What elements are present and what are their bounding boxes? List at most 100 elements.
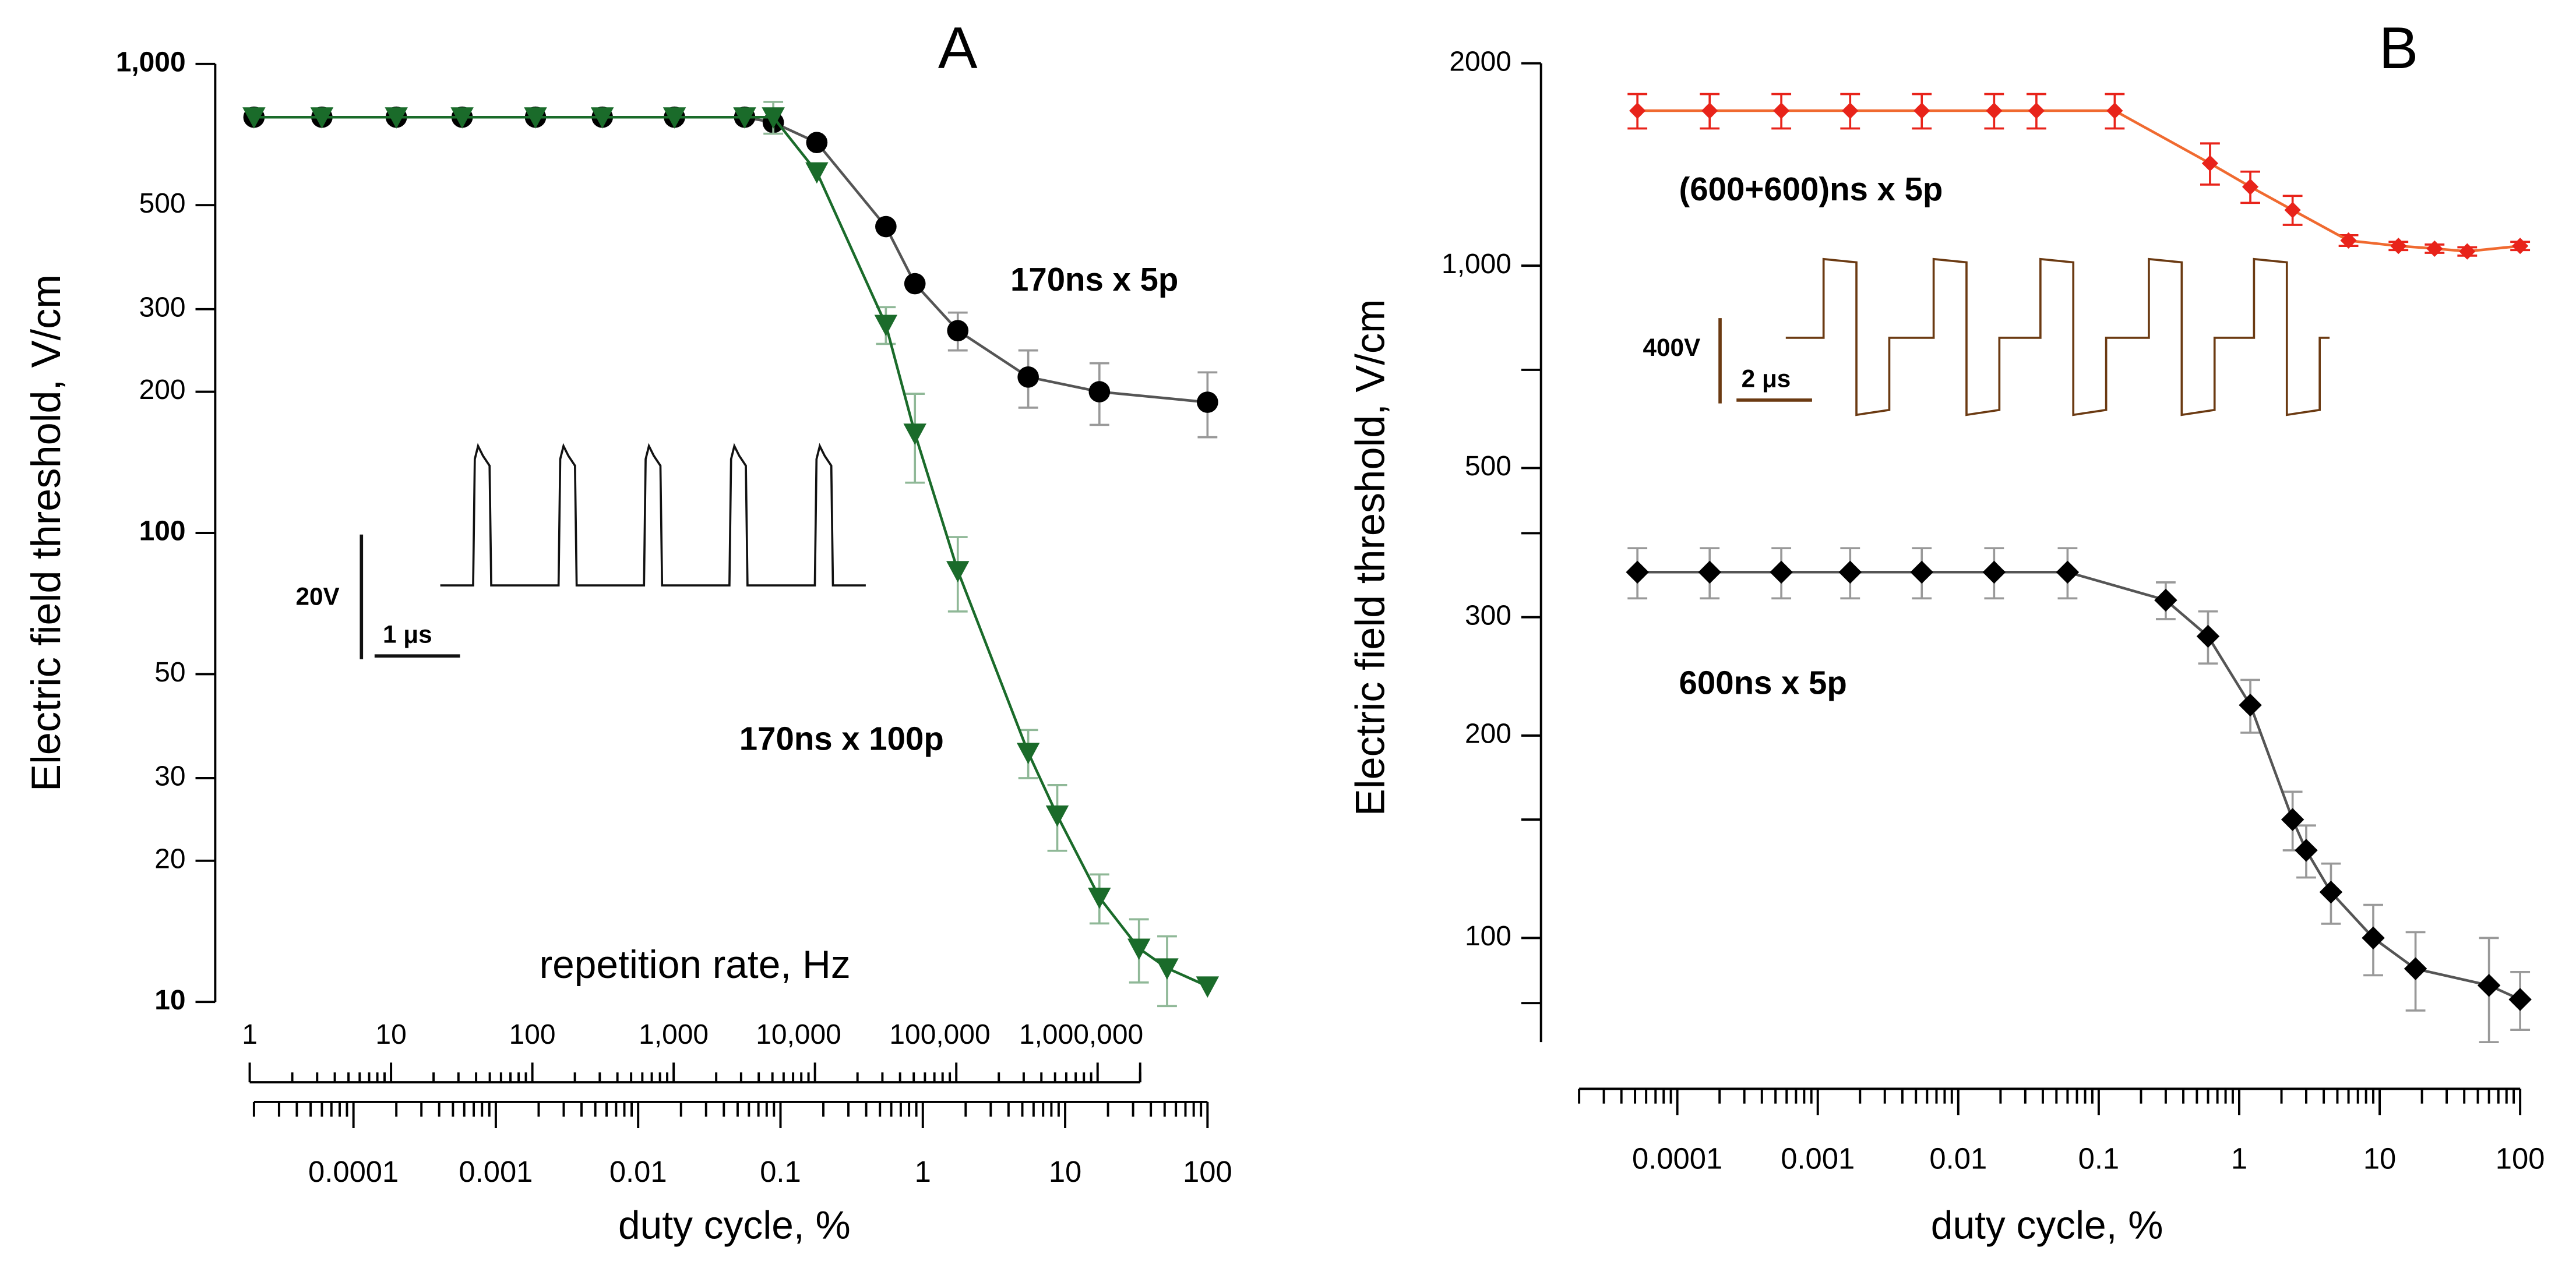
point	[2056, 560, 2080, 584]
scale-label: 1 μs	[383, 621, 432, 648]
y-tick-label: 10	[154, 985, 185, 1016]
x2-axis-title: repetition rate, Hz	[540, 943, 851, 987]
point	[524, 107, 547, 129]
point	[762, 107, 785, 129]
y-tick-label: 30	[154, 761, 185, 792]
y-tick-label: 100	[139, 516, 186, 547]
y-tick-label: 2000	[1449, 46, 1511, 77]
point	[1773, 103, 1790, 119]
point	[1626, 560, 1649, 584]
x-axis-title: duty cycle, %	[1931, 1204, 2163, 1248]
x-tick-label: 1	[2231, 1142, 2247, 1175]
point	[1016, 743, 1040, 764]
x2-tick-label: 1	[242, 1019, 258, 1050]
x-tick-label: 0.01	[609, 1155, 667, 1188]
point	[947, 320, 969, 341]
panel-title: B	[2379, 15, 2419, 81]
point	[2196, 624, 2220, 648]
point	[1838, 560, 1862, 584]
x-axis-title: duty cycle, %	[618, 1204, 851, 1248]
point	[1629, 103, 1646, 119]
scale-bar	[360, 534, 460, 659]
point	[385, 107, 408, 129]
x-tick-label: 0.1	[2078, 1142, 2120, 1175]
insets	[360, 257, 2330, 659]
x-tick-label: 0.01	[1929, 1142, 1987, 1175]
y-tick-label: 20	[154, 843, 185, 874]
point	[805, 162, 829, 184]
series-label: (600+600)ns x 5p	[1679, 171, 1943, 207]
scale-bar	[1718, 318, 1812, 404]
point	[2106, 103, 2123, 119]
point	[2295, 839, 2318, 862]
x-tick-label: 10	[2363, 1142, 2396, 1175]
point	[2284, 202, 2301, 218]
point	[946, 561, 970, 582]
series-line	[253, 116, 1208, 404]
y-axis-title: Electric field threshold, V/cm	[1347, 299, 1393, 816]
point	[1088, 887, 1111, 909]
y-tick-label: 200	[139, 375, 186, 405]
point	[662, 107, 686, 129]
point	[2477, 974, 2501, 997]
x2-tick-label: 100,000	[889, 1019, 990, 1050]
point	[1196, 976, 1220, 998]
y-axis-title: Electric field threshold, V/cm	[23, 274, 69, 792]
scale-label: 2 μs	[1742, 365, 1791, 392]
point	[2340, 232, 2357, 249]
point	[1910, 560, 1933, 584]
point	[450, 107, 474, 129]
point	[1770, 560, 1793, 584]
point	[875, 216, 897, 238]
x-tick-label: 0.0001	[308, 1155, 399, 1188]
point	[1698, 560, 1721, 584]
point	[1842, 103, 1859, 119]
point	[2390, 238, 2407, 255]
scale-label: 400V	[1643, 334, 1701, 361]
point	[2508, 988, 2532, 1011]
point	[1017, 366, 1039, 388]
waveform	[1785, 257, 2330, 416]
x-tick-label: 0.001	[1781, 1142, 1855, 1175]
scale-label: 20V	[296, 583, 340, 610]
series-label: 600ns x 5p	[1679, 665, 1847, 701]
panel-title: A	[938, 15, 978, 81]
point	[1045, 805, 1069, 827]
point	[2239, 693, 2262, 717]
point	[2319, 880, 2343, 904]
point	[1197, 391, 1218, 413]
x2-tick-label: 10	[375, 1019, 406, 1050]
x-tick-label: 0.1	[760, 1155, 801, 1188]
y-tick-label: 50	[154, 657, 185, 688]
point	[2512, 238, 2529, 255]
y-tick-label: 300	[139, 292, 186, 323]
point	[874, 315, 898, 337]
point	[2201, 155, 2219, 172]
x-tick-label: 100	[1183, 1155, 1232, 1188]
point	[903, 423, 926, 445]
y-tick-label: 300	[1465, 600, 1511, 631]
point	[2459, 243, 2476, 260]
y-tick-label: 200	[1465, 719, 1511, 750]
point	[2242, 178, 2259, 195]
point	[590, 107, 614, 129]
point	[1155, 958, 1179, 980]
x2-tick-label: 10,000	[756, 1019, 841, 1050]
point	[1088, 381, 1111, 402]
point	[2426, 240, 2443, 257]
x-tick-label: 0.0001	[1632, 1142, 1722, 1175]
point	[242, 107, 266, 129]
point	[904, 273, 926, 295]
point	[2028, 103, 2045, 119]
point	[2362, 926, 2385, 950]
x-tick-label: 1	[915, 1155, 931, 1188]
series-line	[1637, 571, 2521, 1001]
y-tick-label: 500	[1465, 451, 1511, 482]
point	[1986, 103, 2003, 119]
x2-tick-label: 100	[509, 1019, 556, 1050]
point	[1914, 103, 1930, 119]
point	[1982, 560, 2006, 584]
point	[1701, 103, 1718, 119]
x-tick-label: 0.001	[459, 1155, 533, 1188]
